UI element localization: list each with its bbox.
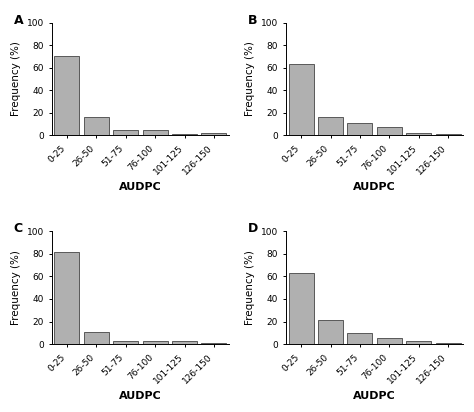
X-axis label: AUDPC: AUDPC — [353, 391, 396, 401]
Bar — [436, 134, 461, 135]
Bar — [289, 64, 314, 135]
Bar — [201, 133, 227, 135]
Bar — [143, 130, 168, 135]
Bar — [347, 123, 373, 135]
Bar — [172, 134, 197, 135]
Bar — [318, 117, 343, 135]
Bar — [406, 133, 431, 135]
Bar — [318, 321, 343, 344]
Text: A: A — [13, 14, 23, 27]
X-axis label: AUDPC: AUDPC — [119, 391, 162, 401]
Bar — [143, 341, 168, 344]
Text: B: B — [247, 14, 257, 27]
Bar — [201, 343, 227, 344]
Bar — [377, 338, 402, 344]
Y-axis label: Frequency (%): Frequency (%) — [246, 250, 255, 325]
Bar — [84, 332, 109, 344]
Bar — [113, 341, 138, 344]
Text: C: C — [13, 222, 23, 235]
Y-axis label: Frequency (%): Frequency (%) — [11, 250, 21, 325]
Bar — [55, 56, 80, 135]
Bar — [55, 252, 80, 344]
Bar — [347, 333, 373, 344]
X-axis label: AUDPC: AUDPC — [119, 182, 162, 192]
Text: D: D — [247, 222, 258, 235]
Y-axis label: Frequency (%): Frequency (%) — [11, 42, 21, 116]
Y-axis label: Frequency (%): Frequency (%) — [246, 42, 255, 116]
Bar — [377, 127, 402, 135]
Bar — [289, 273, 314, 344]
Bar — [436, 343, 461, 344]
Bar — [172, 341, 197, 344]
X-axis label: AUDPC: AUDPC — [353, 182, 396, 192]
Bar — [406, 341, 431, 344]
Bar — [84, 117, 109, 135]
Bar — [113, 130, 138, 135]
